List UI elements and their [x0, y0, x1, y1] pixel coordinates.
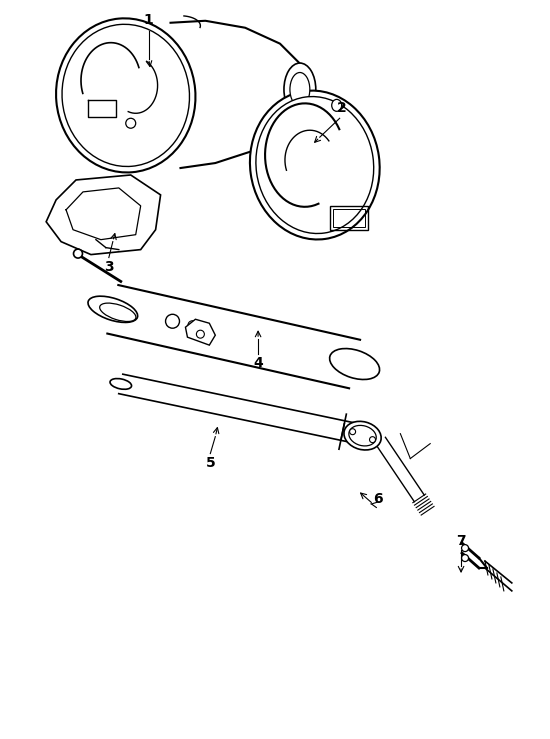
Text: 3: 3: [104, 259, 114, 273]
Ellipse shape: [88, 296, 138, 322]
Ellipse shape: [250, 91, 380, 239]
Text: 7: 7: [456, 534, 466, 548]
Ellipse shape: [370, 437, 376, 443]
Text: 5: 5: [206, 455, 215, 469]
Ellipse shape: [461, 554, 469, 562]
Text: 1: 1: [144, 13, 153, 27]
Ellipse shape: [350, 429, 356, 435]
Ellipse shape: [100, 303, 136, 321]
Ellipse shape: [74, 249, 82, 258]
Ellipse shape: [126, 118, 136, 129]
Ellipse shape: [166, 314, 179, 328]
Polygon shape: [46, 175, 161, 254]
Ellipse shape: [188, 321, 197, 330]
Ellipse shape: [284, 63, 316, 116]
Ellipse shape: [56, 18, 195, 172]
Ellipse shape: [196, 330, 205, 338]
Text: 2: 2: [337, 101, 346, 115]
Ellipse shape: [461, 545, 469, 551]
Ellipse shape: [344, 421, 381, 450]
Ellipse shape: [349, 426, 376, 446]
Ellipse shape: [110, 378, 131, 389]
Ellipse shape: [256, 97, 373, 234]
Ellipse shape: [290, 72, 310, 106]
Ellipse shape: [329, 349, 380, 380]
Text: 6: 6: [373, 492, 382, 506]
Polygon shape: [185, 319, 215, 345]
Text: 4: 4: [253, 356, 263, 370]
Ellipse shape: [332, 99, 342, 112]
Ellipse shape: [62, 24, 190, 166]
